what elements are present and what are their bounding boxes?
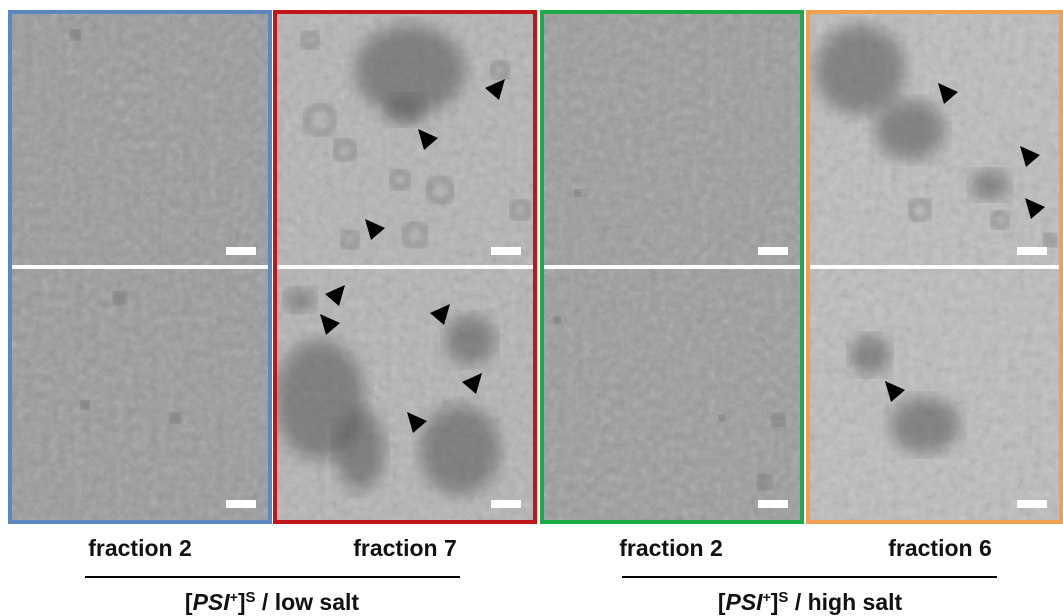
particle <box>908 198 932 222</box>
stain-region <box>890 397 960 453</box>
arrowhead <box>485 79 505 100</box>
arrowhead <box>1020 146 1040 167</box>
stain-region <box>355 25 465 115</box>
particle <box>426 176 454 204</box>
particle <box>402 222 428 248</box>
particle <box>717 413 727 423</box>
particle <box>552 315 562 325</box>
scale-bar <box>1017 500 1047 508</box>
panel-label: fraction 6 <box>888 535 992 561</box>
arrowhead <box>938 83 958 104</box>
micrograph-panel <box>273 10 537 524</box>
stain-region <box>385 95 425 125</box>
arrowhead <box>320 314 340 335</box>
particle <box>300 30 320 50</box>
stain-region <box>850 335 890 375</box>
micrograph-panel <box>806 10 1063 524</box>
particle <box>490 60 510 80</box>
particle <box>1042 232 1058 248</box>
group-label: [PSI+]S / high salt <box>718 589 903 616</box>
particle <box>389 169 411 191</box>
particle <box>168 411 182 425</box>
arrowhead <box>365 219 385 240</box>
panel-border <box>806 10 1063 524</box>
scale-bar <box>758 500 788 508</box>
particle <box>770 412 786 428</box>
particle <box>304 104 336 136</box>
scale-bar <box>491 500 521 508</box>
group-label: [PSI+]S / low salt <box>185 589 359 616</box>
arrowhead <box>325 285 345 306</box>
arrowhead <box>418 129 438 150</box>
particle <box>990 210 1010 230</box>
panel-border <box>540 10 804 524</box>
panel-border <box>8 10 272 524</box>
particle <box>573 188 583 198</box>
arrowhead <box>885 381 905 402</box>
stain-region <box>445 315 495 365</box>
particle <box>112 290 128 306</box>
particle <box>340 230 360 250</box>
panel-border <box>273 10 537 524</box>
stain-region <box>970 170 1010 200</box>
scale-bar <box>1017 247 1047 255</box>
arrowhead <box>430 304 450 325</box>
particle <box>68 28 82 42</box>
panel-label: fraction 7 <box>353 535 457 561</box>
stain-region <box>335 410 385 490</box>
arrowhead <box>462 373 482 394</box>
arrowhead <box>1025 198 1045 219</box>
stain-region <box>875 100 945 160</box>
stain-region <box>420 405 500 495</box>
scale-bar <box>226 500 256 508</box>
panel-label: fraction 2 <box>619 535 723 561</box>
scale-bar <box>491 247 521 255</box>
micrograph-panel <box>540 10 804 524</box>
stain-region <box>285 288 315 312</box>
scale-bar <box>226 247 256 255</box>
scale-bar <box>758 247 788 255</box>
particle <box>756 473 774 491</box>
panel-label: fraction 2 <box>88 535 192 561</box>
arrowhead <box>407 412 427 433</box>
particle <box>79 399 91 411</box>
particle <box>333 138 357 162</box>
stain-region <box>815 25 905 115</box>
particle <box>509 199 531 221</box>
micrograph-panel <box>8 10 272 524</box>
